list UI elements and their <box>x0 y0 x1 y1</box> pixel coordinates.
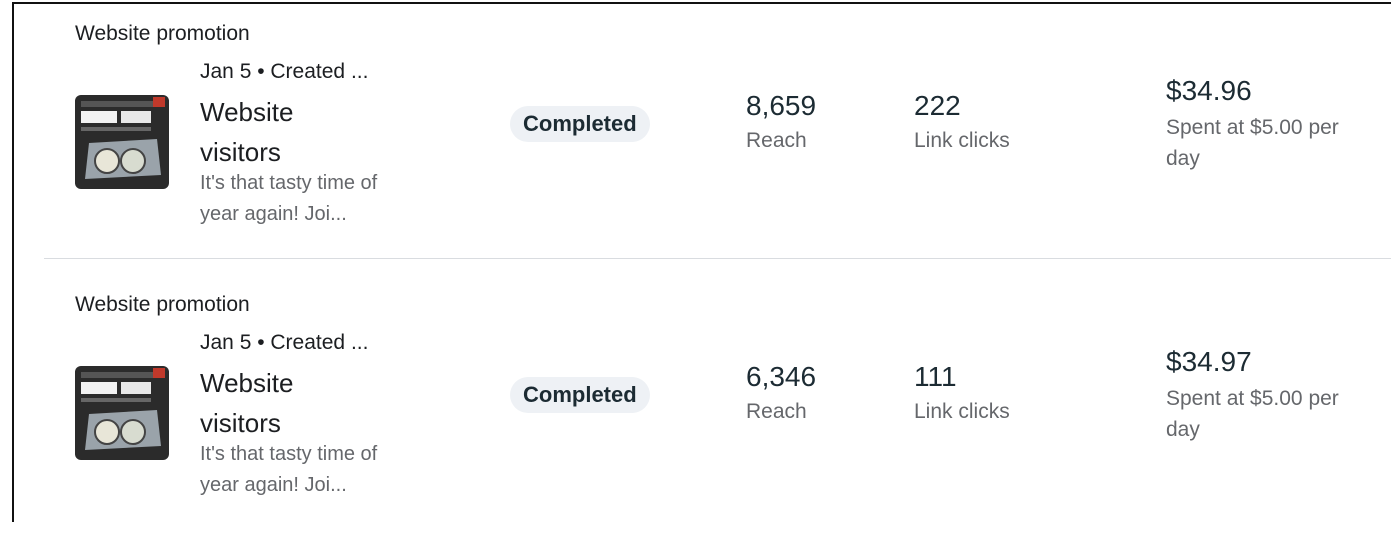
row-divider <box>44 258 1391 259</box>
campaign-row[interactable]: Website promotion Jan 5 • Created ... Web… <box>0 0 1391 271</box>
campaign-description: It's that tasty time of year again! Joi.… <box>200 172 378 225</box>
spent-value: $34.97 <box>1166 346 1252 377</box>
spent-label: Spent at $5.00 per day <box>1166 116 1339 170</box>
spent-label: Spent at $5.00 per day <box>1166 387 1339 441</box>
spent-value: $34.96 <box>1166 75 1252 106</box>
thumbnail <box>75 366 169 460</box>
campaign-title[interactable]: Website visitors <box>200 368 294 438</box>
campaign-meta: Jan 5 • Created ... <box>200 60 369 83</box>
campaign-type: Website promotion <box>75 293 250 316</box>
status-badge: Completed <box>510 377 650 413</box>
thumbnail-wrap <box>75 95 169 194</box>
reach-label: Reach <box>746 400 807 423</box>
campaign-description: It's that tasty time of year again! Joi.… <box>200 443 378 496</box>
campaign-meta: Jan 5 • Created ... <box>200 331 369 354</box>
status-badge: Completed <box>510 106 650 142</box>
frame <box>12 2 1391 522</box>
thumbnail-wrap <box>75 366 169 465</box>
clicks-value: 222 <box>914 90 961 121</box>
clicks-value: 111 <box>914 361 957 392</box>
campaign-type: Website promotion <box>75 22 250 45</box>
campaign-title[interactable]: Website visitors <box>200 97 294 167</box>
campaign-row[interactable]: Website promotion Jan 5 • Created ... Web… <box>0 271 1391 542</box>
reach-label: Reach <box>746 129 807 152</box>
reach-value: 8,659 <box>746 90 817 121</box>
thumbnail <box>75 95 169 189</box>
clicks-label: Link clicks <box>914 400 1010 423</box>
reach-value: 6,346 <box>746 361 817 392</box>
page: Website promotion Jan 5 • Created ... Web… <box>0 0 1391 522</box>
clicks-label: Link clicks <box>914 129 1010 152</box>
